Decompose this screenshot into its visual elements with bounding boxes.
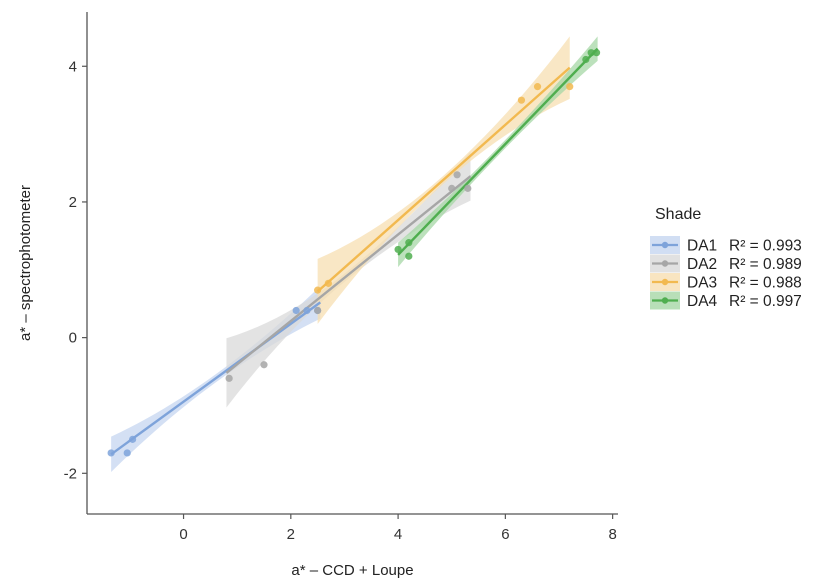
legend-title: Shade xyxy=(655,206,701,223)
y-tick-label: -2 xyxy=(64,465,77,482)
y-axis-title: a* – spectrophotometer xyxy=(17,185,34,341)
legend-dot-da2 xyxy=(661,260,669,267)
point-da1 xyxy=(128,435,137,443)
legend-label-da4: DA4 xyxy=(687,293,718,310)
x-tick-label: 4 xyxy=(394,526,402,543)
point-da3 xyxy=(517,96,526,104)
x-tick-label: 2 xyxy=(287,526,295,543)
point-da2 xyxy=(448,184,456,192)
point-da4 xyxy=(394,245,402,254)
legend-r2-da4: R² = 0.997 xyxy=(729,293,802,310)
point-da4 xyxy=(592,49,601,57)
x-tick-label: 0 xyxy=(179,526,187,543)
fit-line-da3 xyxy=(316,66,571,293)
y-tick-label: 0 xyxy=(69,330,77,347)
point-da4 xyxy=(405,252,413,260)
point-da3 xyxy=(324,279,332,287)
legend-r2-da1: R² = 0.993 xyxy=(729,238,802,255)
legend-dot-da4 xyxy=(661,297,669,304)
data-points xyxy=(107,49,601,457)
y-tick-label: 2 xyxy=(69,194,77,211)
point-da4 xyxy=(405,239,413,247)
fit-line-da4 xyxy=(397,47,599,256)
legend-label-da1: DA1 xyxy=(687,238,717,255)
legend-label-da2: DA2 xyxy=(687,256,717,273)
point-da3 xyxy=(314,286,322,294)
point-da2 xyxy=(225,374,233,382)
point-da3 xyxy=(566,83,574,91)
point-da2 xyxy=(464,184,472,192)
fit-line-da2 xyxy=(225,175,472,374)
point-da4 xyxy=(582,55,590,64)
point-da1 xyxy=(107,449,115,457)
point-da1 xyxy=(292,306,300,315)
legend-r2-da2: R² = 0.989 xyxy=(729,256,802,273)
x-axis-title: a* – CCD + Loupe xyxy=(291,562,413,579)
fit-line-da1 xyxy=(110,301,322,456)
legend: Shade DA1 R² = 0.993 DA2 R² = 0.989 DA3 R² = 0… xyxy=(650,206,802,310)
legend-dot-da1 xyxy=(661,241,669,249)
x-tick-label: 6 xyxy=(501,526,509,543)
point-da2 xyxy=(453,171,461,179)
point-da2 xyxy=(260,361,268,369)
point-da2 xyxy=(314,306,322,315)
legend-label-da3: DA3 xyxy=(687,275,717,292)
point-da1 xyxy=(303,306,311,315)
y-tick-label: 4 xyxy=(69,58,77,75)
x-tick-label: 8 xyxy=(608,526,616,543)
legend-r2-da3: R² = 0.988 xyxy=(729,275,802,292)
point-da3 xyxy=(533,83,542,91)
fit-lines xyxy=(110,47,599,456)
legend-dot-da3 xyxy=(661,278,669,286)
point-da1 xyxy=(123,449,131,457)
axes: 0 2 4 6 8 -2 0 2 4 a* – CCD + Loupe a* – spectroph… xyxy=(17,12,618,579)
point-da4 xyxy=(587,49,595,57)
